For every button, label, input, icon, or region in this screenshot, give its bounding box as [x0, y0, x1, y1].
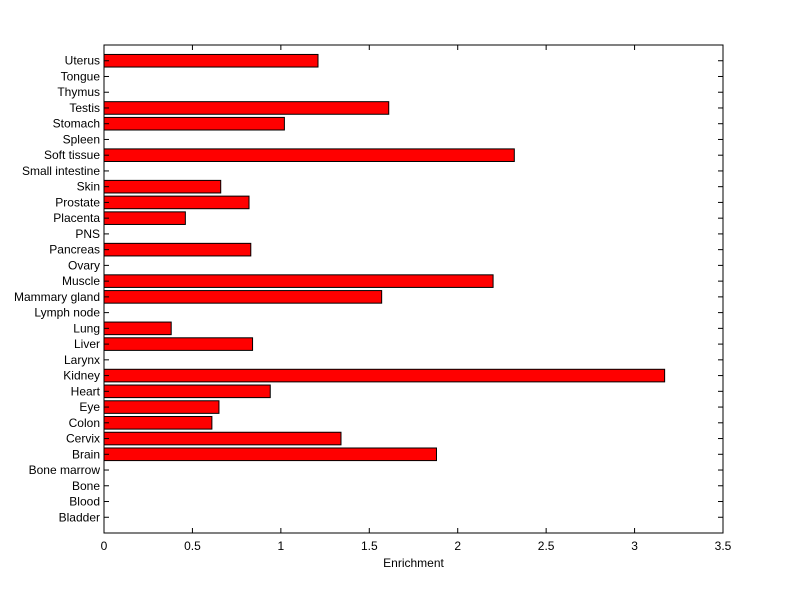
- y-tick-label: Soft tissue: [44, 148, 100, 162]
- y-tick-label: Bone: [72, 479, 100, 493]
- bar-muscle: [103, 274, 494, 288]
- y-tick-label: Blood: [69, 495, 100, 509]
- x-tick-label: 3: [631, 539, 638, 553]
- y-tick-label: Testis: [69, 101, 100, 115]
- y-tick-label: Colon: [69, 416, 100, 430]
- bar-eye: [103, 400, 220, 414]
- y-tick-label: Kidney: [63, 369, 100, 383]
- x-tick-label: 2.5: [538, 539, 555, 553]
- bar-colon: [103, 416, 213, 430]
- y-tick-label: Lung: [73, 321, 100, 335]
- y-tick-label: Small intestine: [22, 164, 100, 178]
- y-tick-label: Mammary gland: [14, 290, 100, 304]
- y-tick-label: Ovary: [68, 258, 100, 272]
- y-tick-label: Muscle: [62, 274, 100, 288]
- bar-stomach: [103, 116, 285, 131]
- y-tick-label: Heart: [71, 384, 101, 398]
- y-tick-label: Spleen: [63, 132, 100, 146]
- bar-brain: [103, 447, 437, 462]
- y-tick-label: Cervix: [66, 432, 100, 446]
- x-tick-label: 0.5: [184, 539, 201, 553]
- y-tick-label: Liver: [74, 337, 100, 351]
- y-tick-label: Bladder: [59, 510, 100, 524]
- bar-heart: [103, 384, 271, 399]
- x-tick-label: 1: [278, 539, 285, 553]
- x-axis-title: Enrichment: [383, 556, 444, 570]
- y-tick-label: Skin: [77, 180, 100, 194]
- bar-uterus: [103, 53, 319, 68]
- bar-kidney: [103, 368, 666, 383]
- plot-frame: [103, 44, 724, 534]
- y-tick-label: PNS: [75, 227, 100, 241]
- bar-cervix: [103, 431, 342, 446]
- x-tick-label: 2: [454, 539, 461, 553]
- y-tick-label: Eye: [79, 400, 100, 414]
- y-tick-label: Lymph node: [34, 306, 100, 320]
- y-tick-label: Brain: [72, 447, 100, 461]
- y-tick-label: Thymus: [57, 85, 100, 99]
- y-tick-label: Tongue: [61, 69, 101, 83]
- bar-placenta: [103, 211, 186, 225]
- bar-pancreas: [103, 242, 252, 257]
- y-tick-label: Pancreas: [49, 243, 100, 257]
- bar-testis: [103, 101, 390, 115]
- y-tick-label: Bone marrow: [29, 463, 101, 477]
- y-tick-label: Uterus: [65, 54, 100, 68]
- y-tick-label: Stomach: [53, 117, 100, 131]
- y-tick-label: Placenta: [53, 211, 100, 225]
- bar-skin: [103, 179, 222, 194]
- bar-prostate: [103, 195, 250, 210]
- bar-mammary-gland: [103, 290, 383, 304]
- x-tick-label: 1.5: [361, 539, 378, 553]
- bar-lung: [103, 321, 172, 336]
- bar-soft-tissue: [103, 148, 515, 162]
- y-tick-label: Prostate: [55, 195, 100, 209]
- x-ticks-group: 0 0.5 1 1.5 2 2.5 3 3.5: [101, 45, 732, 553]
- x-tick-label: 0: [101, 539, 108, 553]
- x-tick-label: 3.5: [715, 539, 732, 553]
- y-tick-label: Larynx: [64, 353, 100, 367]
- bar-liver: [103, 337, 254, 351]
